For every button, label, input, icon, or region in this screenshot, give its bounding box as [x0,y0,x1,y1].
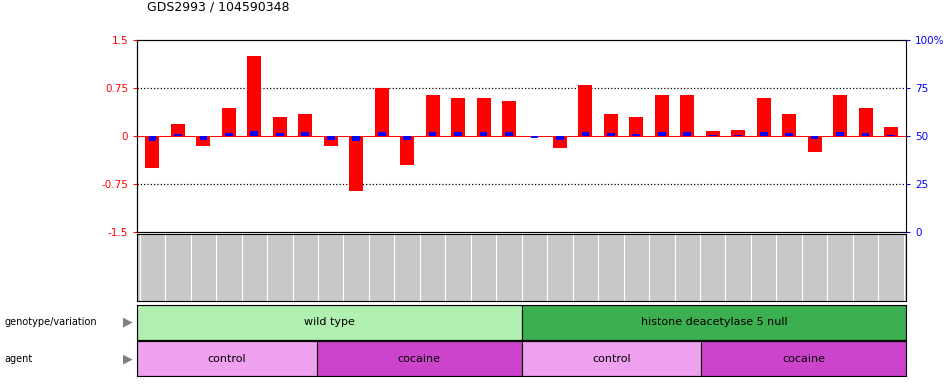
Bar [137,305,522,340]
Bar [552,136,567,148]
Bar [352,136,360,141]
Bar [174,134,182,136]
Bar [349,136,363,191]
Bar [734,135,742,136]
Bar [701,341,906,376]
Bar [782,114,797,136]
Bar [731,130,745,136]
Bar [375,88,389,136]
Bar [149,136,156,141]
Bar [137,341,317,376]
Bar [582,132,589,136]
Bar [426,95,440,136]
Bar [633,134,640,136]
Bar [836,132,844,136]
Bar [197,136,210,146]
Bar [324,136,338,146]
Bar [655,95,669,136]
Bar [833,95,847,136]
Bar [887,135,895,136]
Bar [607,133,615,136]
Bar [272,117,287,136]
Text: GDS2993 / 104590348: GDS2993 / 104590348 [147,0,289,13]
Bar [604,114,618,136]
Bar [760,132,767,136]
Bar [709,135,716,136]
Bar [680,95,694,136]
Bar [706,131,720,136]
Bar [884,127,898,136]
Bar [477,98,491,136]
Bar [146,136,160,168]
Bar [302,132,309,136]
Bar [377,132,386,136]
Bar [298,114,312,136]
Bar [317,341,522,376]
Bar [454,132,462,136]
Bar [222,108,236,136]
Bar [451,98,465,136]
Bar [171,124,184,136]
Bar [251,131,258,136]
Bar [200,136,207,140]
Bar [276,133,284,136]
Bar [808,136,821,152]
Bar [657,132,666,136]
Bar [862,133,869,136]
Bar [327,136,335,139]
Text: wild type: wild type [304,317,355,327]
Bar [811,136,818,139]
Text: ▶: ▶ [123,316,132,329]
Text: ▶: ▶ [123,352,132,365]
Bar [578,85,592,136]
Bar [502,101,516,136]
Bar [480,132,487,136]
Bar [403,136,411,140]
Bar [400,136,414,165]
Text: agent: agent [5,354,33,364]
Bar [429,132,436,136]
Bar [859,108,872,136]
Bar [785,133,793,136]
Bar [522,305,906,340]
Text: control: control [592,354,631,364]
Bar [683,132,692,136]
Text: cocaine: cocaine [782,354,825,364]
Text: genotype/variation: genotype/variation [5,317,97,327]
Bar [531,136,538,137]
Text: control: control [207,354,246,364]
Bar [757,98,771,136]
Text: histone deacetylase 5 null: histone deacetylase 5 null [640,317,787,327]
Bar [522,341,701,376]
Bar [629,117,643,136]
Bar [556,136,564,140]
Bar [247,56,261,136]
Bar [505,132,513,136]
Bar [225,133,233,136]
Text: cocaine: cocaine [397,354,441,364]
